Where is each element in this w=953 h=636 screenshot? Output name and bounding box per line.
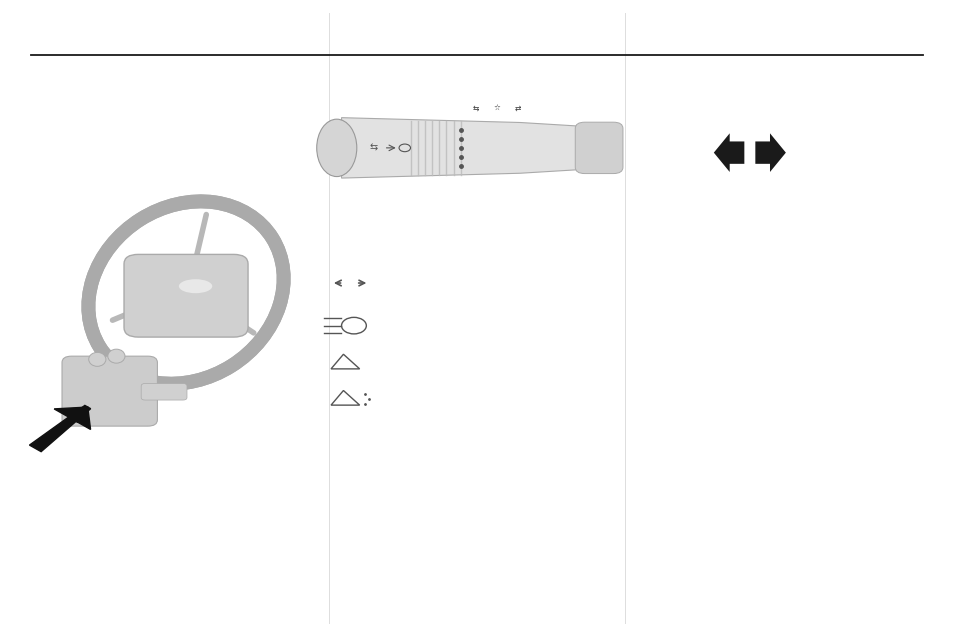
Polygon shape xyxy=(30,405,91,452)
Text: ☆: ☆ xyxy=(493,104,499,113)
Text: ⇄: ⇄ xyxy=(514,104,520,113)
Ellipse shape xyxy=(98,209,274,376)
FancyBboxPatch shape xyxy=(124,254,248,337)
Text: ⇆: ⇆ xyxy=(472,104,478,113)
Polygon shape xyxy=(713,134,743,172)
Ellipse shape xyxy=(89,352,106,366)
FancyBboxPatch shape xyxy=(141,384,187,400)
Ellipse shape xyxy=(179,279,212,293)
Polygon shape xyxy=(341,118,589,178)
Polygon shape xyxy=(755,134,785,172)
Polygon shape xyxy=(54,407,91,429)
Text: ⇆: ⇆ xyxy=(370,143,377,153)
FancyBboxPatch shape xyxy=(62,356,157,426)
Ellipse shape xyxy=(316,119,356,177)
FancyBboxPatch shape xyxy=(575,122,622,174)
Ellipse shape xyxy=(108,349,125,363)
